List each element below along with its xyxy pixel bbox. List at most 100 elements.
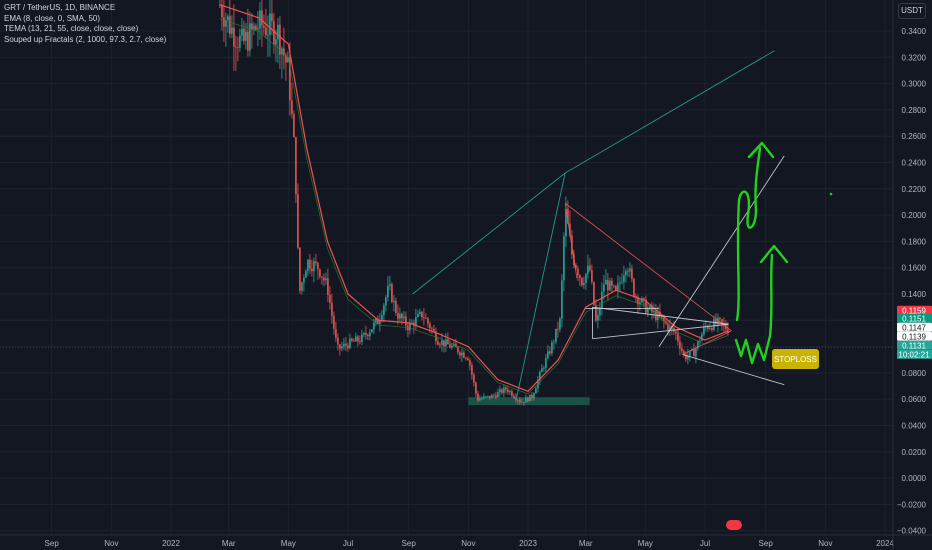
candle-body bbox=[475, 382, 477, 394]
candle-body bbox=[309, 259, 311, 269]
candle-body bbox=[285, 55, 287, 63]
candle-body bbox=[563, 236, 565, 281]
y-tick-label: 0.2200 bbox=[902, 185, 927, 194]
candle-body bbox=[581, 278, 583, 286]
candle-body bbox=[509, 391, 511, 393]
candle-body bbox=[313, 261, 315, 272]
candle-body bbox=[693, 348, 695, 357]
candle-body bbox=[613, 285, 615, 287]
candle-body bbox=[517, 399, 519, 401]
candle-body bbox=[303, 277, 305, 283]
tema-indicator-label[interactable]: TEMA (13, 21, 55, close, close, close) bbox=[4, 24, 139, 33]
candle-body bbox=[465, 357, 467, 359]
candle-body bbox=[587, 265, 589, 274]
candle-body bbox=[329, 295, 331, 303]
candle-body bbox=[339, 344, 341, 349]
candle-body bbox=[299, 247, 301, 291]
fractals-indicator-label[interactable]: Souped up Fractals (2, 1000, 97.3, 2.7, … bbox=[4, 34, 167, 44]
candle-body bbox=[395, 300, 397, 313]
candle-body bbox=[457, 347, 459, 353]
candle-body bbox=[441, 340, 443, 345]
candle-body bbox=[423, 317, 425, 319]
candle-body bbox=[661, 316, 663, 318]
candle-body bbox=[529, 394, 531, 402]
candle-body bbox=[545, 357, 547, 368]
candle-body bbox=[653, 310, 655, 313]
candle-body bbox=[271, 13, 273, 22]
candle-body bbox=[597, 315, 599, 321]
candle-body bbox=[425, 318, 427, 319]
candle-body bbox=[351, 338, 353, 341]
candle-body bbox=[499, 389, 501, 393]
green-dot bbox=[829, 192, 833, 196]
candle-body bbox=[249, 23, 251, 51]
trendline bbox=[592, 323, 729, 340]
candle-body bbox=[485, 396, 487, 398]
currency-button[interactable]: USDT bbox=[898, 3, 926, 19]
candle-body bbox=[373, 322, 375, 330]
price-tag-label: 0.1151 bbox=[902, 314, 926, 323]
candle-body bbox=[439, 344, 441, 346]
candle-body bbox=[385, 297, 387, 306]
candle-body bbox=[437, 341, 439, 345]
candle-body bbox=[337, 337, 339, 345]
price-tag-label: 0.1147 bbox=[902, 323, 926, 332]
candle-body bbox=[335, 328, 337, 338]
drawing-lines[interactable] bbox=[412, 50, 785, 400]
candle-body bbox=[625, 271, 627, 276]
candle-body bbox=[697, 341, 699, 349]
candle-body bbox=[353, 340, 355, 342]
candle-body bbox=[461, 352, 463, 356]
candle-body bbox=[535, 388, 537, 394]
candle-body bbox=[675, 331, 677, 334]
candle-body bbox=[283, 48, 285, 56]
candle-body bbox=[715, 319, 717, 325]
candle-body bbox=[345, 343, 347, 346]
candle-body bbox=[235, 46, 237, 48]
annotation-arrows[interactable]: STOPLOSS bbox=[734, 141, 833, 369]
candle-body bbox=[401, 313, 403, 319]
green-arrow-stroke bbox=[759, 244, 789, 264]
candle-body bbox=[695, 348, 697, 357]
candle-body bbox=[599, 308, 601, 316]
candle-body bbox=[649, 305, 651, 309]
x-tick-label: Nov bbox=[818, 539, 832, 548]
candle-body bbox=[589, 265, 591, 271]
candle-body bbox=[387, 286, 389, 298]
price-tag-label: 0.1131 bbox=[902, 341, 926, 350]
candle-body bbox=[291, 100, 293, 114]
candle-body bbox=[595, 304, 597, 321]
candle-body bbox=[319, 269, 321, 277]
candle-body bbox=[507, 389, 509, 392]
candle-body bbox=[583, 283, 585, 286]
candle-body bbox=[683, 351, 685, 355]
candle-body bbox=[297, 194, 299, 248]
candle-body bbox=[605, 279, 607, 285]
candle-body bbox=[295, 137, 297, 195]
candle-body bbox=[487, 395, 489, 397]
symbol-title[interactable]: GRT / TetherUS, 1D, BINANCE bbox=[4, 3, 116, 12]
candle-body bbox=[643, 298, 645, 300]
ema-indicator-label[interactable]: EMA (8, close, 0, SMA, 50) bbox=[4, 13, 101, 23]
candle-body bbox=[561, 280, 563, 319]
candle-body bbox=[419, 311, 421, 314]
candle-body bbox=[273, 21, 275, 45]
candle-body bbox=[469, 360, 471, 366]
price-tag-label: 0.1159 bbox=[902, 306, 926, 315]
green-arrow-stroke bbox=[747, 141, 775, 159]
candle-body bbox=[585, 273, 587, 284]
tema-polyline bbox=[219, 18, 729, 395]
candle-body bbox=[361, 334, 363, 343]
y-tick-label: 0.1600 bbox=[902, 264, 927, 273]
candle-body bbox=[711, 328, 713, 330]
candle-body bbox=[489, 395, 491, 399]
candle-body bbox=[721, 319, 723, 324]
candle-body bbox=[459, 352, 461, 356]
candle-body bbox=[601, 291, 603, 309]
candle-body bbox=[231, 27, 233, 34]
candle-body bbox=[397, 312, 399, 319]
candle-body bbox=[603, 284, 605, 292]
